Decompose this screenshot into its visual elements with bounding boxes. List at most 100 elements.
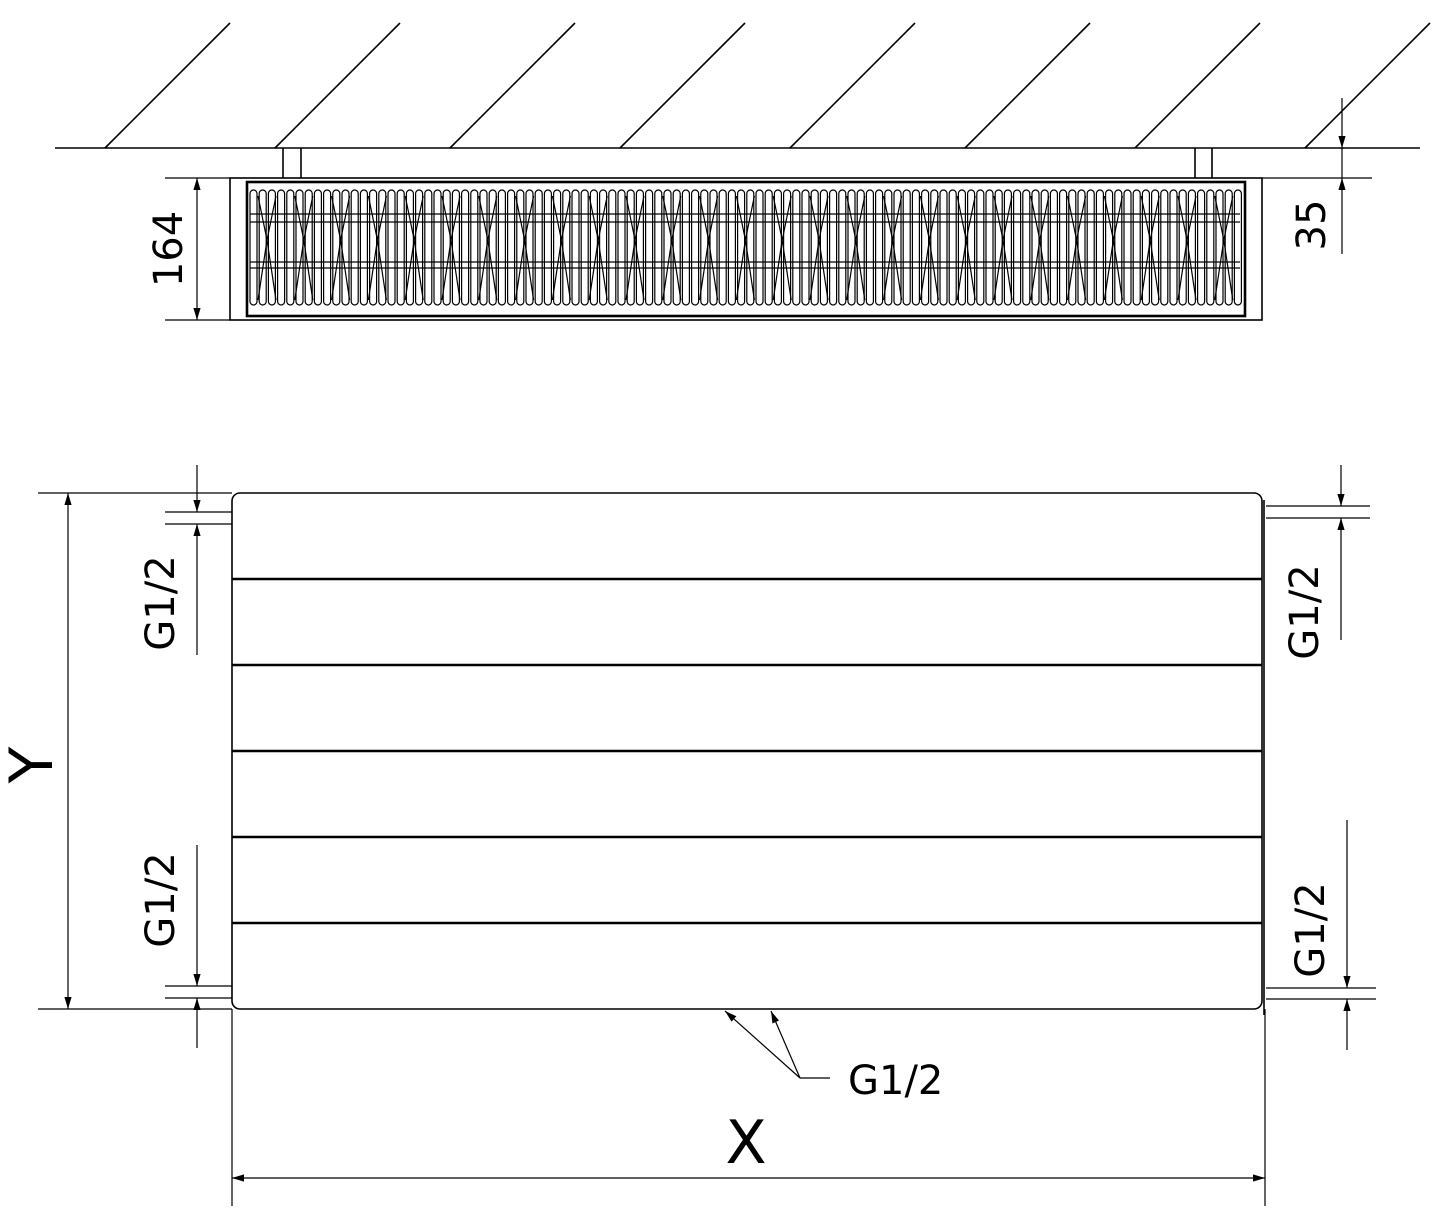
fin-zigzag <box>662 195 682 301</box>
fin-zigzag <box>735 195 755 301</box>
bottom-connection-label: G1/2 <box>848 1058 943 1104</box>
fin <box>764 189 773 306</box>
fin-zigzag <box>515 195 535 301</box>
fin-zigzag <box>478 195 498 301</box>
fin <box>313 189 322 306</box>
fin <box>939 189 948 306</box>
fin <box>580 189 589 306</box>
fin <box>424 189 433 306</box>
fin <box>902 189 911 306</box>
dimension-x: X <box>231 1009 1266 1206</box>
fin-zigzag <box>404 195 424 301</box>
fin <box>948 189 957 306</box>
right-bottom-connection-label: G1/2 <box>1288 882 1334 977</box>
bottom-connection-leader: G1/2 <box>724 1010 943 1104</box>
fin <box>792 189 801 306</box>
fin-zigzag <box>993 195 1013 301</box>
hatch-line <box>964 22 1091 149</box>
hatch-line <box>619 22 746 149</box>
fin <box>727 189 737 306</box>
dimension-x-label: X <box>725 1108 766 1178</box>
fin <box>654 189 663 306</box>
hatch-line <box>449 22 576 149</box>
fin <box>1022 189 1031 306</box>
fin <box>1086 189 1095 306</box>
fin-zigzag <box>1177 195 1197 301</box>
fin-zigzag <box>846 195 866 301</box>
fin <box>461 189 470 306</box>
fin <box>690 189 700 306</box>
fin-zigzag <box>883 195 903 301</box>
fin <box>1095 189 1105 306</box>
fin-zigzag <box>956 195 976 301</box>
fin <box>387 189 396 306</box>
fin <box>571 189 580 306</box>
fin <box>755 189 764 306</box>
fin <box>497 189 506 306</box>
fin <box>359 189 368 306</box>
left-bottom-connection-label: G1/2 <box>138 852 184 947</box>
fin <box>1123 189 1132 306</box>
fin-zigzag <box>772 195 792 301</box>
fin <box>323 189 332 306</box>
fin <box>350 189 359 306</box>
dimension-y: Y <box>0 492 232 1010</box>
dimension-35: 35 <box>1262 98 1372 254</box>
fin <box>286 189 295 306</box>
fin <box>433 189 442 306</box>
fin <box>543 189 553 306</box>
fin <box>718 189 727 306</box>
wall-hatching <box>104 22 1431 149</box>
fin-zigzag <box>367 195 387 301</box>
hatch-line <box>104 22 231 149</box>
wall <box>55 22 1431 149</box>
fin <box>681 189 691 306</box>
fin-zigzag <box>1214 195 1234 301</box>
fin <box>249 189 258 306</box>
right-top-connection-label: G1/2 <box>1282 564 1328 659</box>
fin <box>985 189 994 306</box>
fin <box>1058 189 1068 306</box>
fin-zigzag <box>625 195 645 301</box>
fin-zigzag <box>1103 195 1123 301</box>
fin <box>838 189 847 306</box>
fin <box>617 189 626 306</box>
top-view-inner <box>245 180 1247 318</box>
hatch-line <box>1134 22 1261 149</box>
fin <box>801 189 810 306</box>
fin <box>507 189 516 306</box>
fin <box>1160 189 1169 306</box>
fin <box>608 189 617 306</box>
left-top-connection-label: G1/2 <box>138 555 184 650</box>
dimension-164-label: 164 <box>146 211 192 287</box>
convector-fins <box>249 189 1243 306</box>
fin-zigzag <box>1140 195 1160 301</box>
fin-zigzag <box>294 195 314 301</box>
fin-zigzag <box>699 195 719 301</box>
fin <box>874 189 884 306</box>
top-view <box>229 177 1263 321</box>
front-view <box>231 492 1265 1015</box>
fin <box>1169 189 1178 306</box>
fin-zigzag <box>588 195 608 301</box>
fin-zigzag <box>1030 195 1050 301</box>
fin-zigzag <box>441 195 461 301</box>
fin <box>865 189 875 306</box>
left-top-connection-dim: G1/2 <box>138 465 232 655</box>
dimension-y-label: Y <box>0 746 67 784</box>
fin <box>1049 189 1059 306</box>
wall-brackets <box>282 148 1213 178</box>
fin <box>396 189 405 306</box>
fin <box>644 189 654 306</box>
fin <box>1206 189 1215 306</box>
fin <box>911 189 921 306</box>
fin-zigzag <box>257 195 277 301</box>
fin <box>534 189 543 306</box>
fin-zigzag <box>551 195 571 301</box>
fin <box>1196 189 1206 306</box>
fin <box>277 189 286 306</box>
fin <box>1233 189 1243 306</box>
dimension-35-label: 35 <box>1289 200 1335 251</box>
fin <box>976 189 985 306</box>
fin <box>828 189 838 306</box>
